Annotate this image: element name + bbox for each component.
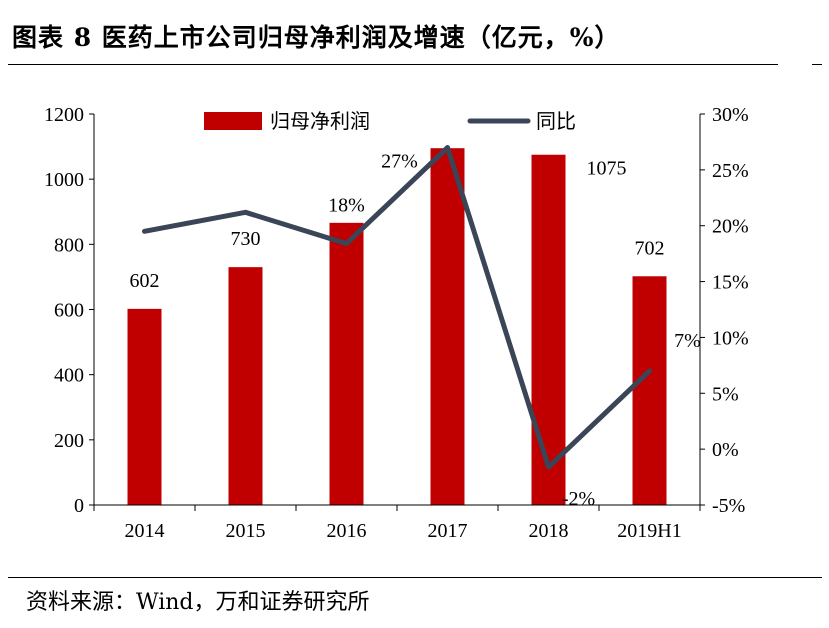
x-tick-label: 2015 [226, 520, 266, 542]
y-left-tick-label: 800 [54, 234, 84, 256]
bar-2019H1 [632, 276, 667, 505]
y-right-tick-label: -5% [712, 495, 745, 517]
y-right-tick-label: 15% [712, 272, 749, 294]
bar-2018 [531, 154, 566, 505]
bar-2015 [228, 267, 263, 505]
line-data-label: 27% [381, 151, 418, 173]
y-left-tick-label: 1000 [44, 169, 84, 191]
y-left-tick-label: 400 [54, 365, 84, 387]
y-right-tick-label: 0% [712, 439, 739, 461]
figure-title: 图表 8 医药上市公司归母净利润及增速（亿元，%） [12, 23, 621, 52]
bar-data-label: 602 [130, 270, 160, 292]
y-left-tick-label: 600 [54, 300, 84, 322]
y-left-tick-label: 1200 [44, 104, 84, 126]
bar-data-label: 730 [231, 228, 261, 250]
x-tick-label: 2019H1 [617, 520, 681, 542]
y-left-tick-label: 200 [54, 430, 84, 452]
line-data-label: 7% [674, 330, 701, 352]
y-right-tick-label: 30% [712, 104, 749, 126]
line-data-label: 18% [328, 195, 365, 217]
legend-label-bars: 归母净利润 [270, 110, 370, 133]
bar-2014 [127, 308, 162, 505]
legend-label-line: 同比 [536, 110, 576, 133]
y-left-tick-label: 0 [74, 495, 84, 517]
x-tick-label: 2016 [327, 520, 367, 542]
source-rule [8, 577, 822, 578]
bar-2016 [329, 222, 364, 505]
x-tick-label: 2018 [529, 520, 569, 542]
title-rule [8, 64, 778, 65]
legend-swatch-bars [204, 112, 262, 130]
line-yoy [142, 145, 652, 470]
y-right-tick-label: 5% [712, 383, 739, 405]
title-rule-tail [812, 64, 822, 65]
line-data-label: -2% [562, 488, 595, 510]
x-tick-label: 2017 [428, 520, 468, 542]
y-right-tick-label: 20% [712, 216, 749, 238]
y-right-tick-label: 25% [712, 160, 749, 182]
y-right-tick-label: 10% [712, 327, 749, 349]
x-tick-label: 2014 [125, 520, 165, 542]
bar-data-label: 1075 [587, 158, 627, 180]
bar-2017 [430, 148, 465, 505]
bar-data-label: 702 [635, 237, 665, 259]
source-note: 资料来源：Wind，万和证券研究所 [26, 590, 370, 615]
